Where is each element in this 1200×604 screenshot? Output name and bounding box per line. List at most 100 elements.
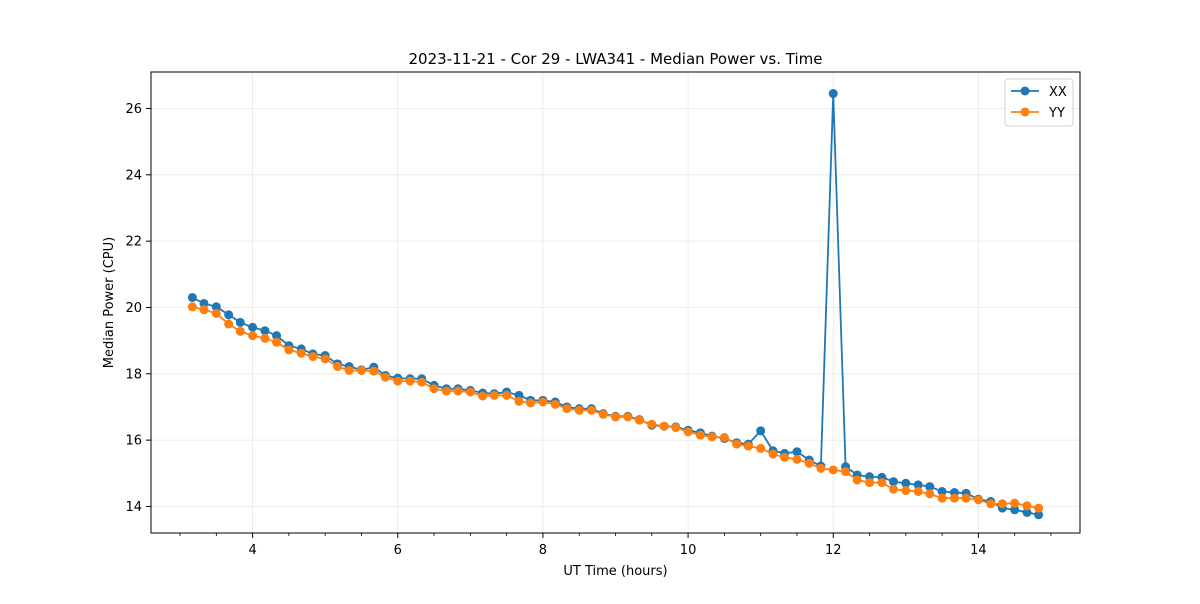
data-point-yy bbox=[719, 432, 729, 442]
x-tick-label: 8 bbox=[539, 543, 547, 558]
legend-marker-yy bbox=[1020, 107, 1030, 117]
data-point-yy bbox=[828, 465, 838, 475]
data-point-yy bbox=[852, 475, 862, 485]
data-point-yy bbox=[333, 362, 343, 372]
data-point-yy bbox=[804, 458, 814, 468]
data-point-yy bbox=[707, 432, 717, 442]
data-point-yy bbox=[344, 365, 354, 375]
legend-marker-xx bbox=[1020, 86, 1030, 96]
data-point-yy bbox=[441, 386, 451, 396]
data-point-yy bbox=[284, 345, 294, 355]
data-point-yy bbox=[877, 478, 887, 488]
data-point-yy bbox=[550, 399, 560, 409]
data-point-yy bbox=[187, 302, 197, 312]
data-point-xx bbox=[211, 302, 221, 312]
data-point-yy bbox=[611, 412, 620, 422]
y-tick-label: 16 bbox=[125, 434, 142, 449]
data-point-yy bbox=[925, 489, 935, 499]
axis-ticks: 4 6 8 10 12 14 14 16 18 20 22 24 26 bbox=[125, 102, 1052, 558]
data-point-xx bbox=[248, 322, 258, 332]
data-point-yy bbox=[1022, 501, 1032, 511]
series-layer bbox=[187, 89, 1044, 520]
data-point-yy bbox=[224, 319, 234, 329]
data-point-yy bbox=[671, 423, 681, 433]
data-point-xx bbox=[937, 487, 947, 497]
data-point-xx bbox=[1034, 510, 1044, 520]
x-tick-label: 6 bbox=[394, 543, 402, 558]
data-point-yy bbox=[997, 499, 1007, 509]
data-point-yy bbox=[1010, 498, 1020, 508]
data-point-yy bbox=[526, 398, 536, 408]
y-tick-label: 14 bbox=[125, 500, 142, 515]
data-point-yy bbox=[888, 484, 898, 494]
x-tick-label: 4 bbox=[248, 543, 256, 558]
data-point-yy bbox=[369, 366, 379, 376]
chart-title: 2023-11-21 - Cor 29 - LWA341 - Median Po… bbox=[409, 50, 823, 68]
data-point-yy bbox=[538, 397, 548, 407]
data-point-yy bbox=[465, 387, 475, 397]
data-point-yy bbox=[768, 449, 778, 459]
data-point-yy bbox=[683, 427, 693, 437]
data-point-xx bbox=[187, 293, 197, 303]
y-tick-label: 18 bbox=[125, 367, 142, 382]
data-point-yy bbox=[272, 337, 282, 347]
data-point-xx bbox=[828, 89, 838, 99]
data-point-yy bbox=[901, 486, 911, 496]
data-point-yy bbox=[732, 439, 742, 449]
series-xx bbox=[187, 89, 1044, 520]
data-point-yy bbox=[587, 405, 597, 415]
x-tick-label: 12 bbox=[825, 543, 842, 558]
data-point-yy bbox=[634, 415, 644, 425]
data-point-yy bbox=[514, 396, 524, 406]
data-point-yy bbox=[623, 412, 633, 422]
legend: XX YY bbox=[1004, 78, 1074, 127]
data-point-xx bbox=[792, 447, 802, 457]
y-tick-label: 22 bbox=[125, 235, 142, 250]
y-tick-label: 26 bbox=[125, 102, 142, 117]
y-tick-label: 24 bbox=[125, 168, 142, 183]
data-point-yy bbox=[598, 409, 608, 419]
data-point-yy bbox=[659, 421, 669, 431]
data-point-xx bbox=[199, 298, 209, 308]
data-point-yy bbox=[199, 305, 209, 315]
data-point-yy bbox=[393, 376, 403, 386]
legend-label-xx: XX bbox=[1049, 85, 1067, 100]
data-point-yy bbox=[235, 326, 245, 336]
data-point-xx bbox=[260, 326, 270, 336]
grid-lines bbox=[151, 72, 1080, 533]
data-point-yy bbox=[743, 441, 753, 451]
data-point-yy bbox=[405, 376, 415, 386]
x-axis-label: UT Time (hours) bbox=[563, 564, 667, 579]
data-point-yy bbox=[756, 443, 766, 453]
data-point-yy bbox=[356, 365, 366, 375]
data-point-yy bbox=[949, 493, 959, 503]
data-point-yy bbox=[478, 391, 488, 401]
x-tick-label: 10 bbox=[680, 543, 697, 558]
data-point-xx bbox=[913, 480, 923, 490]
data-point-yy bbox=[574, 405, 584, 415]
data-point-yy bbox=[937, 493, 947, 503]
series-line-yy bbox=[192, 305, 1039, 510]
data-point-yy bbox=[502, 390, 512, 400]
data-point-xx bbox=[224, 310, 234, 320]
data-point-yy bbox=[816, 463, 826, 473]
data-point-yy bbox=[380, 372, 390, 382]
data-point-yy bbox=[429, 384, 439, 394]
data-point-yy bbox=[986, 499, 996, 509]
data-point-yy bbox=[961, 493, 971, 503]
data-point-yy bbox=[865, 478, 875, 488]
data-point-yy bbox=[211, 308, 221, 318]
data-point-yy bbox=[417, 377, 427, 387]
data-point-yy bbox=[296, 348, 306, 358]
data-point-yy bbox=[1034, 503, 1044, 513]
data-point-yy bbox=[308, 352, 318, 362]
data-point-xx bbox=[235, 317, 245, 327]
data-point-yy bbox=[973, 495, 983, 505]
data-point-yy bbox=[792, 454, 802, 464]
data-point-yy bbox=[647, 419, 657, 429]
data-point-yy bbox=[320, 354, 330, 364]
data-point-yy bbox=[260, 333, 270, 343]
data-point-xx bbox=[1022, 507, 1032, 517]
